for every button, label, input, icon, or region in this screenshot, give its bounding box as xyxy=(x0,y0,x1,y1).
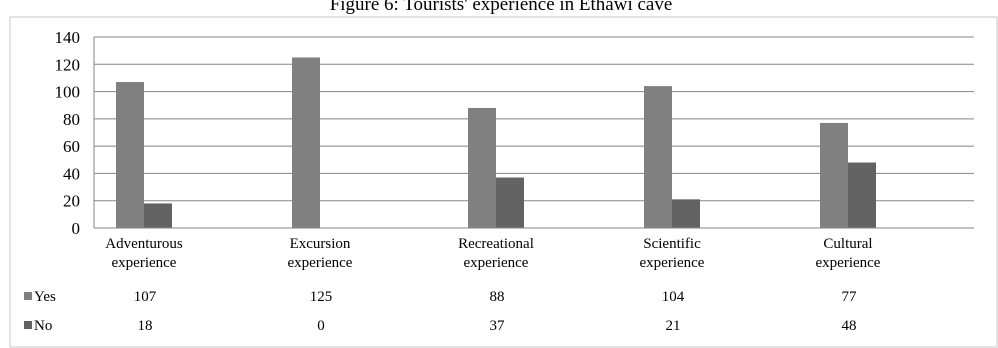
y-tick-label-60: 60 xyxy=(63,137,80,156)
bar-yes-4 xyxy=(820,122,848,228)
table-value-yes-2: 88 xyxy=(490,289,505,305)
bar-yes-1 xyxy=(292,57,320,228)
bar-no-0 xyxy=(144,203,172,228)
y-tick-label-20: 20 xyxy=(63,192,80,211)
table-value-yes-1: 125 xyxy=(310,289,333,305)
category-label-4: Cultural experience xyxy=(816,236,881,271)
category-label-3: Scientific experience xyxy=(640,236,705,271)
legend-label-yes: Yes xyxy=(34,289,56,305)
category-label-2: Recreational experience xyxy=(458,236,534,271)
bar-yes-2 xyxy=(468,107,496,228)
table-value-no-3: 21 xyxy=(666,318,681,334)
legend-label-no: No xyxy=(34,318,52,334)
bar-yes-0 xyxy=(116,82,144,229)
bar-no-3 xyxy=(672,199,700,228)
y-tick-label-140: 140 xyxy=(55,28,81,47)
chart-title: Figure 6: Tourists' experience in Ethawi… xyxy=(330,0,673,15)
category-label-1: Excursion experience xyxy=(288,236,353,271)
y-tick-label-80: 80 xyxy=(63,110,80,129)
chart-frame xyxy=(9,16,998,348)
table-value-yes-4: 77 xyxy=(842,289,858,305)
table-value-yes-0: 107 xyxy=(134,289,157,305)
table-value-no-2: 37 xyxy=(490,318,506,334)
y-tick-label-0: 0 xyxy=(72,219,81,238)
legend-swatch-no xyxy=(24,321,32,329)
bar-yes-3 xyxy=(644,86,672,228)
bars xyxy=(116,57,876,229)
table-value-no-1: 0 xyxy=(317,318,325,334)
y-tick-label-40: 40 xyxy=(63,164,80,183)
category-label-0: Adventurous experience xyxy=(105,236,183,271)
axes: 0 20 40 60 80 100 120 140 Adventurous experience E… xyxy=(55,28,974,271)
y-tick-label-100: 100 xyxy=(55,83,81,102)
y-tick-label-120: 120 xyxy=(55,55,81,74)
data-table: Yes 107 125 88 104 77 No 18 0 37 21 48 xyxy=(24,289,857,334)
table-value-no-0: 18 xyxy=(138,318,153,334)
legend-swatch-yes xyxy=(24,292,32,300)
table-value-no-4: 48 xyxy=(842,318,857,334)
bar-no-4 xyxy=(848,162,876,228)
table-value-yes-3: 104 xyxy=(662,289,685,305)
bar-no-2 xyxy=(496,177,524,228)
